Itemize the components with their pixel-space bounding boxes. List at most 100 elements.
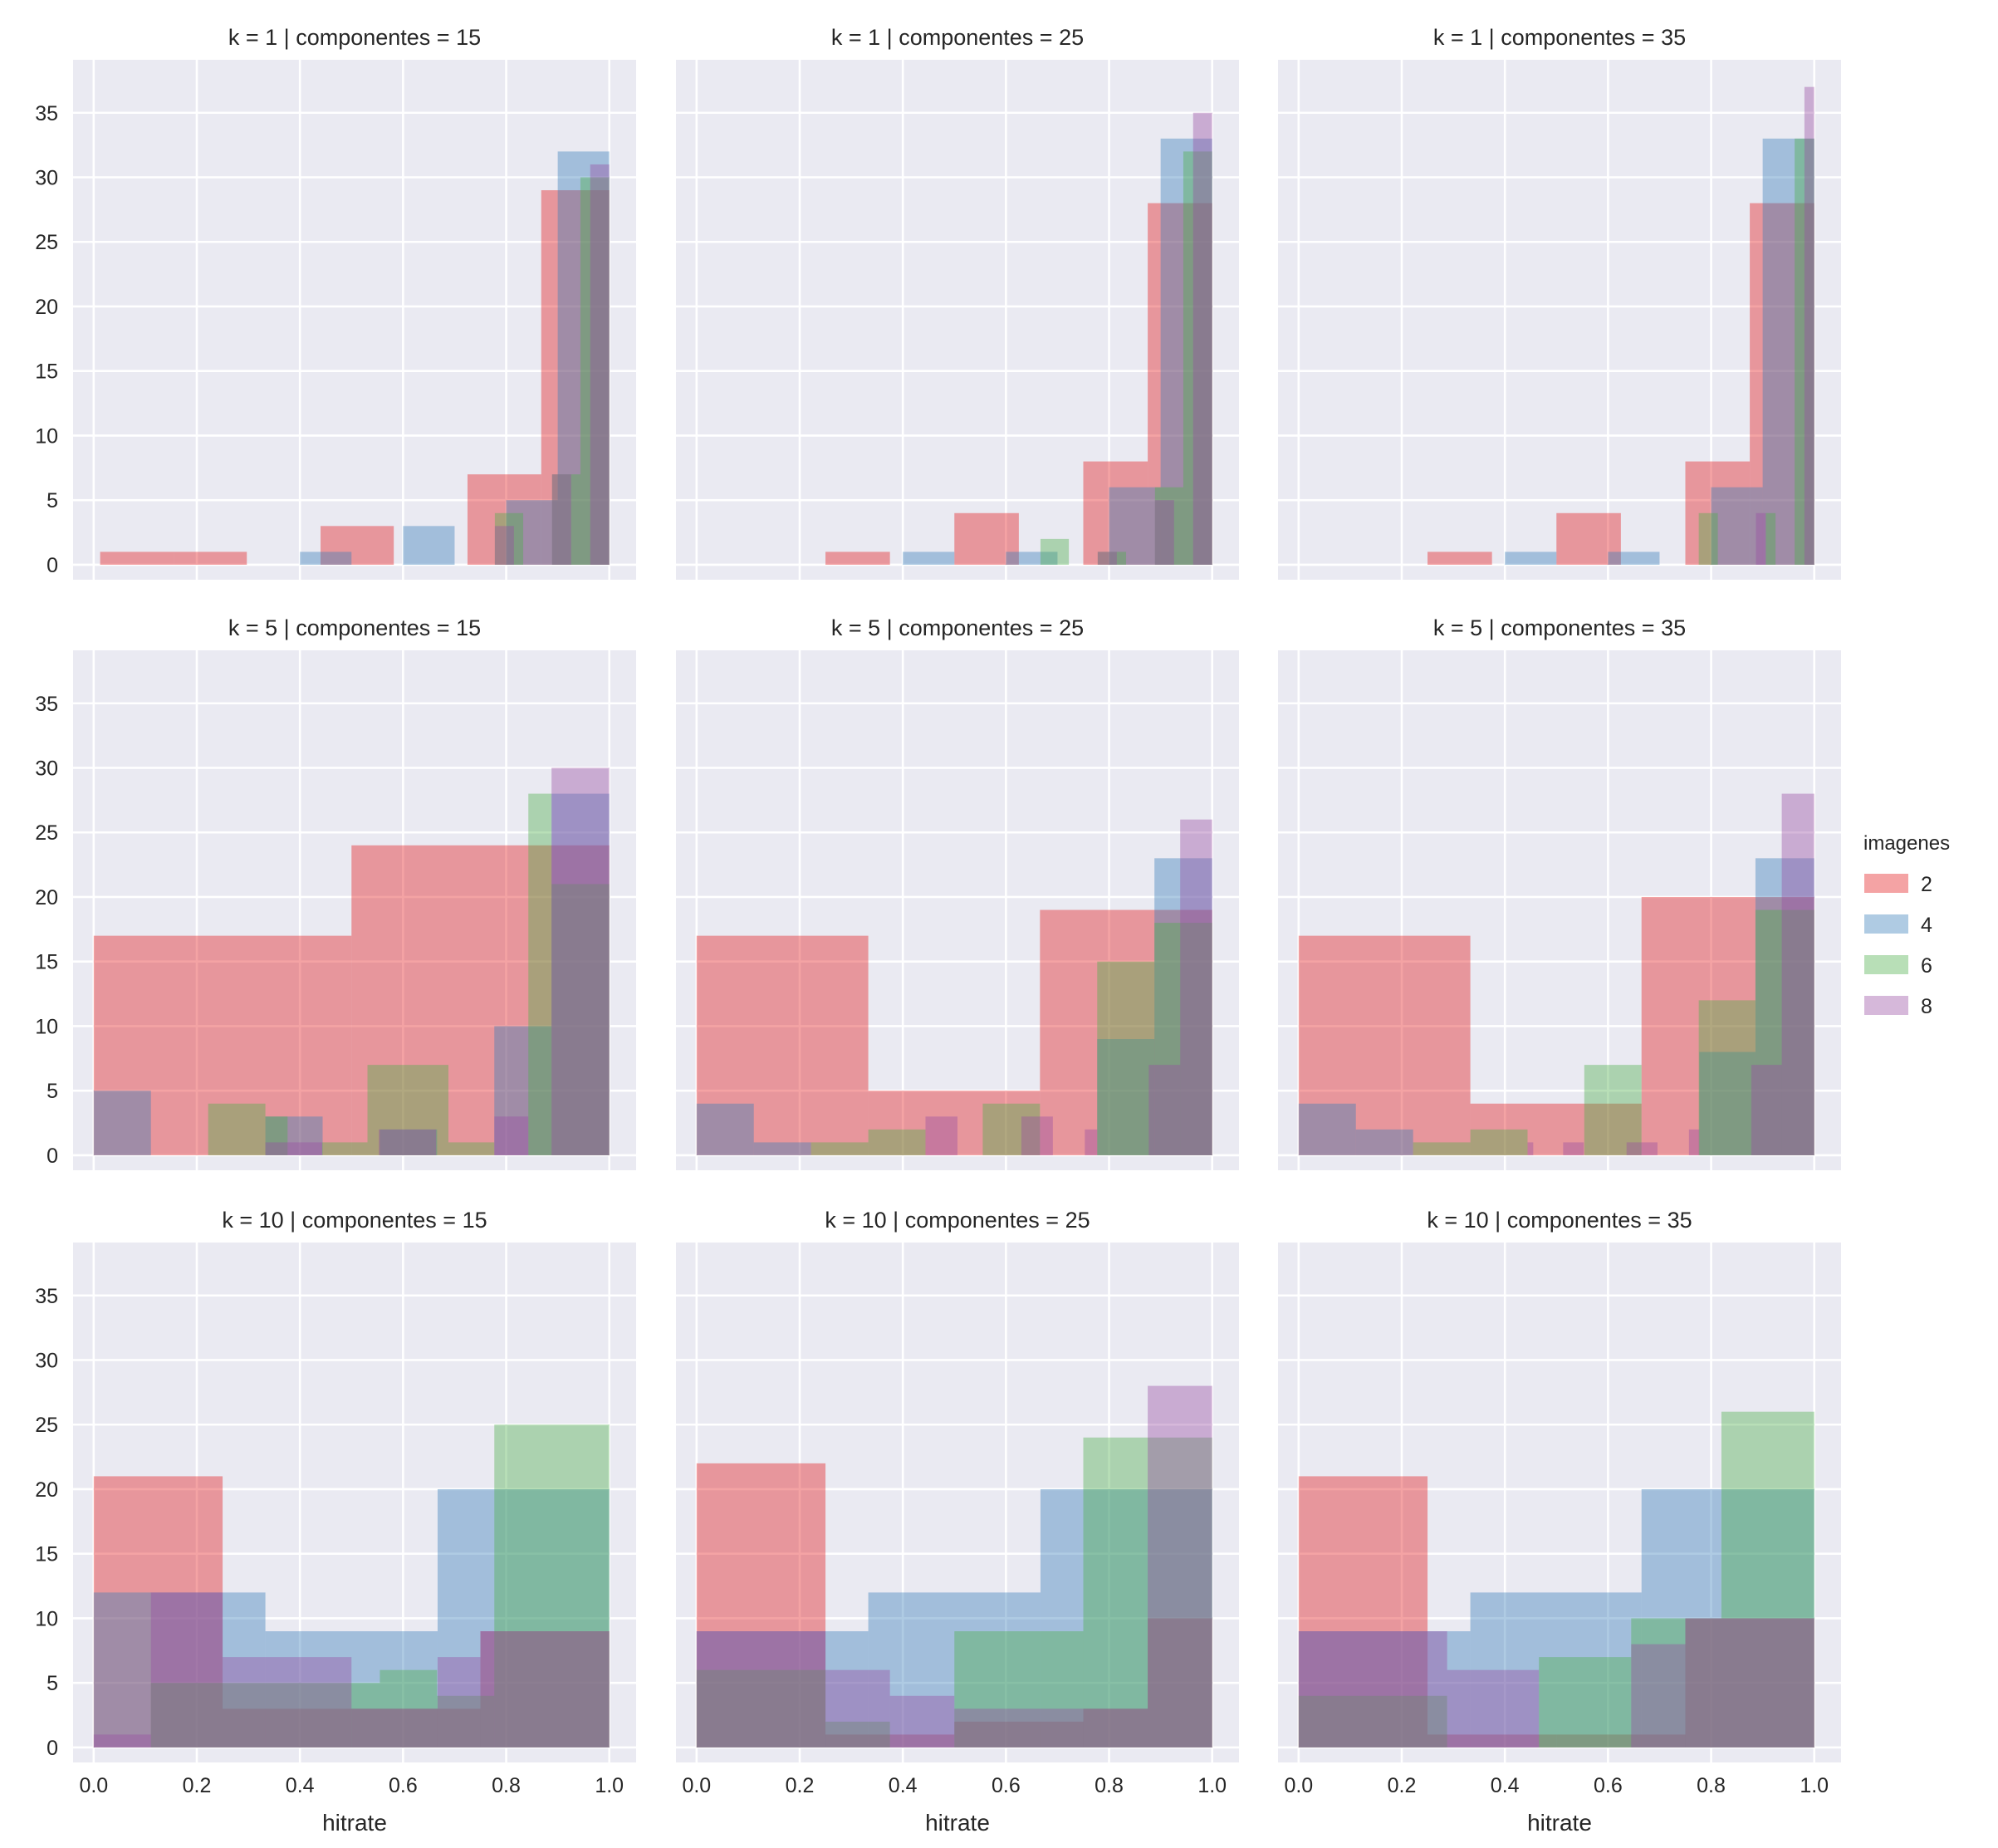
series-6 <box>494 177 610 565</box>
plot-background <box>1278 650 1841 1170</box>
histogram-bar <box>1711 487 1763 565</box>
y-tick-label: 30 <box>35 166 58 189</box>
histogram-bar <box>1698 512 1718 565</box>
series-2 <box>1427 203 1814 565</box>
histogram-bar <box>868 1592 1041 1748</box>
x-tick-label: 0.2 <box>1388 1774 1417 1797</box>
histogram-bar <box>380 1129 438 1155</box>
histogram-bar <box>580 177 610 565</box>
x-tick-label: 0.6 <box>389 1774 418 1797</box>
histogram-bar <box>265 1116 323 1155</box>
histogram-bar <box>825 551 890 565</box>
histogram-bar <box>1539 1657 1632 1748</box>
histogram-bar <box>1298 1476 1428 1748</box>
panel-title: k = 5 | componentes = 35 <box>1433 615 1686 640</box>
facet-panel: k = 1 | componentes = 35 <box>1278 25 1841 580</box>
histogram-bar <box>1470 1103 1642 1155</box>
x-tick-label: 0.4 <box>286 1774 315 1797</box>
histogram-bar <box>506 500 558 565</box>
histogram-bar <box>1556 512 1621 565</box>
x-tick-label: 1.0 <box>1800 1774 1829 1797</box>
histogram-bar <box>825 1734 955 1748</box>
histogram-bar <box>1097 551 1127 565</box>
histogram-bar <box>825 1721 890 1748</box>
y-tick-label: 10 <box>35 1015 58 1038</box>
plot-background <box>1278 1243 1841 1762</box>
histogram-bar <box>1180 819 1212 1155</box>
y-tick-label: 35 <box>35 1285 58 1308</box>
histogram-bar <box>265 1683 380 1748</box>
legend-swatch <box>1864 955 1908 974</box>
series-8 <box>265 767 610 1155</box>
histogram-bar <box>1413 1142 1471 1155</box>
series-4 <box>1505 138 1814 565</box>
histogram-bar <box>494 526 514 565</box>
histogram-bar <box>1584 1065 1642 1155</box>
histogram-bar <box>93 1592 266 1748</box>
legend-entry: 4 <box>1864 914 1932 937</box>
histogram-bar <box>1795 138 1814 565</box>
series-2 <box>825 203 1212 565</box>
histogram-bar <box>174 551 247 565</box>
histogram-bar <box>1631 1618 1721 1748</box>
histogram-bar <box>528 793 552 1155</box>
x-tick-label: 0.4 <box>889 1774 918 1797</box>
histogram-bar <box>1804 86 1814 565</box>
series-4 <box>696 1488 1212 1748</box>
histogram-bar <box>494 1026 552 1155</box>
legend-entry: 6 <box>1864 954 1932 978</box>
histogram-bar <box>954 1708 1084 1748</box>
panel-title: k = 1 | componentes = 25 <box>831 25 1084 50</box>
y-tick-label: 25 <box>35 231 58 254</box>
series-4 <box>696 858 1212 1155</box>
histogram-bar <box>1563 1142 1584 1155</box>
facet-panels: k = 1 | componentes = 1505101520253035k … <box>35 25 1841 1836</box>
histogram-bar <box>1641 1488 1814 1748</box>
histogram-bar <box>1154 923 1212 1155</box>
histogram-bar <box>1762 138 1814 565</box>
legend-entry: 2 <box>1864 873 1932 896</box>
histogram-bar <box>437 1695 495 1748</box>
legend-entry: 8 <box>1864 995 1932 1018</box>
histogram-bar <box>1109 487 1161 565</box>
histogram-bar <box>868 1129 926 1155</box>
histogram-bar <box>1148 203 1212 565</box>
y-tick-label: 0 <box>47 1145 58 1168</box>
panel-title: k = 10 | componentes = 25 <box>825 1208 1090 1233</box>
series-6 <box>810 923 1212 1155</box>
histogram-bar <box>494 1424 610 1748</box>
series-6 <box>1413 909 1814 1155</box>
histogram-bar <box>1083 1708 1148 1748</box>
facet-panel: k = 1 | componentes = 25 <box>676 25 1239 580</box>
y-tick-label: 20 <box>35 296 58 319</box>
histogram-bar <box>1040 1488 1212 1748</box>
histogram-bar <box>753 1142 811 1155</box>
y-tick-label: 10 <box>35 1607 58 1630</box>
histogram-bar <box>494 512 524 565</box>
histogram-bar <box>1006 551 1058 565</box>
series-2 <box>696 909 1212 1155</box>
histogram-bar <box>889 1695 955 1748</box>
histogram-bar <box>93 1476 223 1748</box>
histogram-bar <box>1765 512 1776 565</box>
histogram-bar <box>954 1631 1084 1748</box>
histogram-bar <box>1097 1039 1155 1155</box>
y-tick-label: 25 <box>35 821 58 845</box>
histogram-bar <box>696 1631 869 1748</box>
series-6 <box>1298 1411 1814 1748</box>
series-4 <box>93 793 610 1155</box>
histogram-bar <box>590 164 610 565</box>
x-axis-label: hitrate <box>1527 1810 1592 1836</box>
histogram-bar <box>1085 1129 1098 1155</box>
histogram-bar <box>1447 1669 1540 1748</box>
histogram-bar <box>696 1463 826 1748</box>
y-tick-label: 25 <box>35 1414 58 1437</box>
histogram-bar <box>321 526 394 565</box>
legend-swatch <box>1864 996 1908 1015</box>
plot-background <box>676 60 1239 580</box>
x-tick-label: 0.2 <box>786 1774 815 1797</box>
series-2 <box>93 845 610 1155</box>
facet-panel: k = 10 | componentes = 35 0.0 0.2 0.4 0.6 0.8… <box>1278 1208 1841 1836</box>
histogram-bar <box>1160 138 1212 565</box>
